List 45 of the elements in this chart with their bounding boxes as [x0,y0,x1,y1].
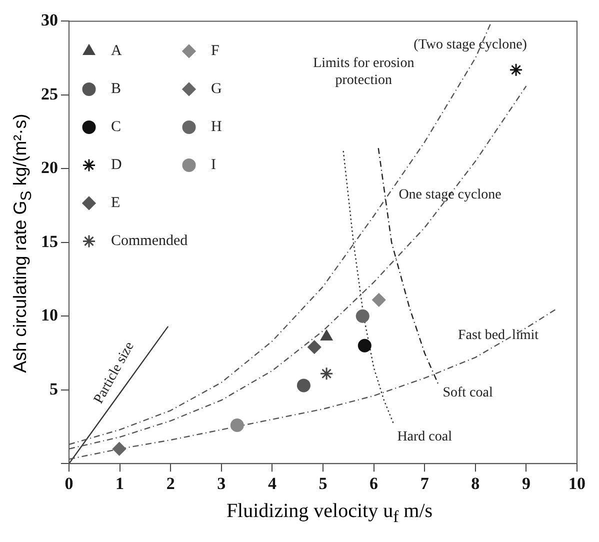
legend-label: F [211,43,220,60]
legend-label: I [211,157,216,174]
annotation: (Two stage cyclone) [414,37,528,52]
legend-label: H [211,119,222,136]
annotation: Fast bed limit [458,328,539,343]
point [509,63,523,77]
x-tick-label: 2 [166,474,175,494]
y-tick-label: 5 [50,379,58,398]
legend-label: C [111,119,122,136]
y-tick-label: 20 [41,158,58,178]
annotation: Limits for erosion protection [313,56,414,88]
y-tick-label: 10 [41,306,58,325]
legend-label: Commended [111,233,188,250]
legend-label: B [111,81,122,98]
point [112,442,126,456]
y-tick-label: 15 [41,232,58,251]
point [358,338,372,352]
point [308,340,322,354]
annotation: One stage cyclone [398,188,502,203]
x-axis-title: Fluidizing velocity u$_{f}$ m/s [225,500,434,527]
x-tick-label: 1 [116,474,124,494]
point [320,330,332,341]
point [320,366,334,380]
annotation: Hard coal [397,430,452,445]
point [230,418,244,432]
y-tick-label: 30 [41,10,58,30]
line-series [342,150,394,424]
x-tick-label: 5 [318,474,328,494]
x-tick-label: 10 [568,474,586,494]
x-tick-label: 3 [217,474,226,494]
annotation: Soft coal [442,385,493,400]
legend-label: E [111,195,120,212]
x-tick-label: 0 [64,474,74,494]
x-tick-label: 4 [268,474,277,494]
point [296,378,310,392]
point [372,293,386,307]
x-tick-label: 8 [471,474,480,494]
x-tick-label: 7 [420,474,430,494]
x-tick-label: 9 [522,474,530,494]
legend-label: G [211,81,222,98]
legend-label: A [111,43,122,60]
x-tick-label: 6 [370,474,378,494]
legend-label: D [111,157,122,174]
y-tick-label: 25 [41,84,58,104]
point [356,309,370,323]
